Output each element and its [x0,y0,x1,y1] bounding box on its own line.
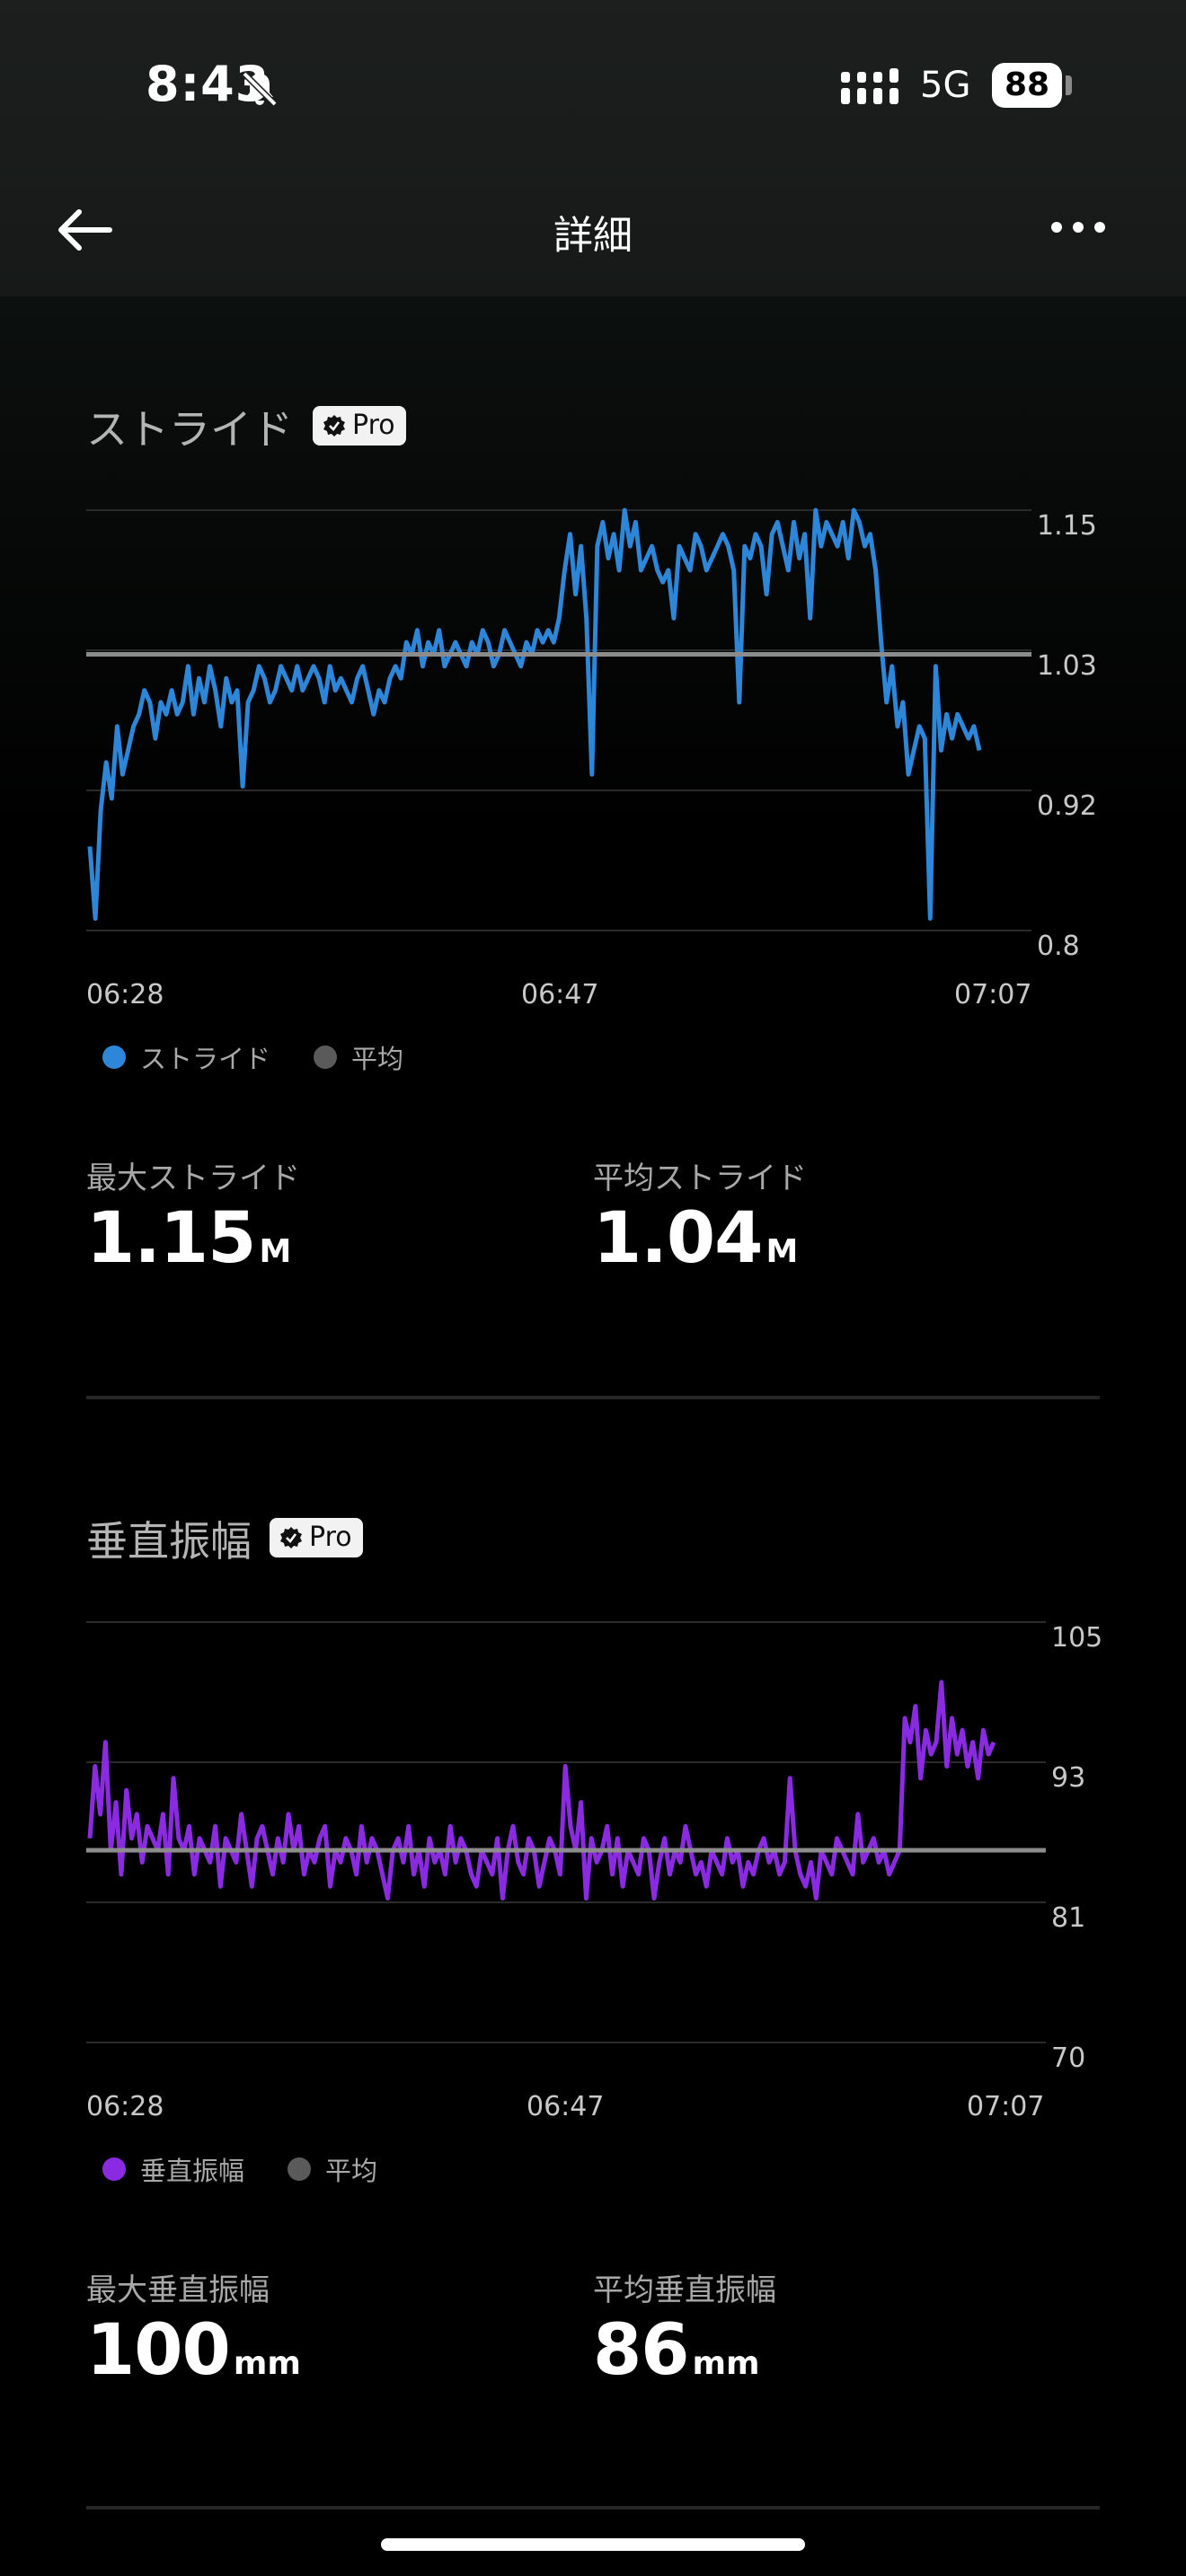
stride-series-line [87,507,982,922]
legend-series-label: ストライド [140,1044,271,1074]
network-type: 5G [920,65,971,106]
pro-badge-label: Pro [352,410,395,441]
legend-series-label: 垂直振幅 [140,2156,245,2186]
stride-section-title: ストライド [86,405,293,454]
vertical-chart [86,1621,1046,2043]
top-bar [0,0,1186,296]
stride-x-tick: 06:28 [86,979,164,1010]
vertical-legend: 垂直振幅 平均 [102,2150,377,2188]
stride-chart [86,507,1031,931]
vertical-y-tick: 105 [1051,1622,1103,1654]
battery-icon [1066,75,1072,95]
legend-average-label: 平均 [325,2156,378,2186]
legend-dot-series [102,2157,126,2181]
stride-x-tick: 06:47 [521,979,599,1010]
legend-dot-series [102,1045,126,1069]
stride-legend: ストライド 平均 [102,1038,403,1076]
stride-y-tick: 0.92 [1037,790,1097,822]
vertical-y-tick: 81 [1051,1902,1086,1934]
back-arrow-icon[interactable] [54,203,117,257]
pro-badge: Pro [313,406,406,446]
stride-y-tick: 1.15 [1037,510,1097,542]
vertical-x-tick: 06:28 [86,2091,164,2122]
stride-y-tick: 1.03 [1037,650,1097,682]
vertical-y-tick: 93 [1051,1762,1086,1794]
signal-icon [841,68,898,104]
vertical-y-tick: 70 [1051,2042,1086,2074]
vertical-series-line [87,1680,996,1901]
pro-badge-icon [280,1527,302,1548]
avg-vertical-value: 86 mm [593,2310,760,2391]
max-stride-label: 最大ストライド [86,1160,300,1196]
avg-vertical-label: 平均垂直振幅 [593,2272,776,2308]
legend-dot-average [314,1045,338,1069]
pro-badge-label: Pro [309,1522,352,1553]
stride-y-tick: 0.8 [1037,931,1080,962]
mute-bell-icon [242,71,278,107]
avg-stride-label: 平均ストライド [593,1160,807,1196]
vertical-x-tick: 06:47 [527,2091,605,2122]
max-vertical-value: 100 mm [86,2310,301,2391]
pro-badge: Pro [270,1518,363,1557]
section-divider [86,2506,1100,2510]
more-options-icon[interactable] [1049,214,1107,241]
vertical-section-title: 垂直振幅 [86,1517,252,1566]
section-divider [86,1396,1100,1399]
legend-average-label: 平均 [351,1044,404,1074]
max-stride-value: 1.15 M [86,1198,292,1279]
legend-dot-average [288,2157,312,2181]
page-title: 詳細 [553,213,633,259]
pro-badge-icon [323,415,345,437]
max-vertical-label: 最大垂直振幅 [86,2272,270,2308]
battery-level: 88 [992,63,1062,108]
home-indicator[interactable] [381,2538,805,2551]
vertical-x-tick: 07:07 [967,2091,1045,2122]
stride-x-tick: 07:07 [954,979,1032,1010]
avg-stride-value: 1.04 M [593,1198,799,1279]
status-time: 8:43 [146,56,270,112]
